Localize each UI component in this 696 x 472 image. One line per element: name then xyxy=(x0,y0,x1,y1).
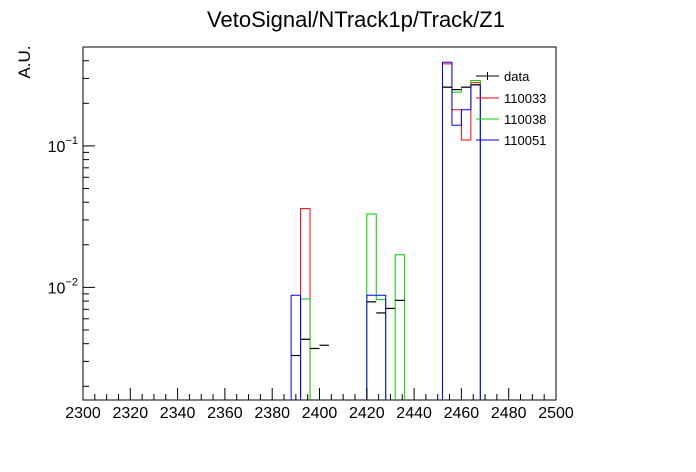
x-tick-label: 2480 xyxy=(491,405,527,422)
legend-label-110033: 110033 xyxy=(504,91,546,106)
x-tick-label: 2460 xyxy=(444,405,480,422)
legend-label-data: data xyxy=(504,69,530,84)
series-layer xyxy=(290,61,481,400)
y-tick-label: 10−2 xyxy=(48,276,78,297)
x-tick-label: 2440 xyxy=(396,405,432,422)
x-tick-label: 2300 xyxy=(65,405,101,422)
axes xyxy=(82,46,557,400)
x-tick-label: 2340 xyxy=(160,405,196,422)
x-tick-label: 2380 xyxy=(254,405,290,422)
x-tick-label: 2500 xyxy=(538,405,574,422)
y-axis-label: A.U. xyxy=(15,45,34,78)
legend: data 110033 110038 110051 xyxy=(476,69,546,148)
histogram-110038 xyxy=(300,79,481,400)
plot-frame xyxy=(82,46,557,401)
legend-label-110051: 110051 xyxy=(504,133,546,148)
tick-labels: 2300 2320 2340 2360 2380 2400 2420 2440 2460 2480… xyxy=(48,135,574,422)
histogram-110051 xyxy=(290,61,481,400)
x-tick-label: 2400 xyxy=(302,405,338,422)
plot-area xyxy=(82,46,557,401)
x-tick-label: 2420 xyxy=(349,405,385,422)
x-tick-label: 2320 xyxy=(113,405,149,422)
y-tick-label: 10−1 xyxy=(48,135,78,156)
chart-title: VetoSignal/NTrack1p/Track/Z1 xyxy=(207,7,505,32)
x-tick-label: 2360 xyxy=(207,405,243,422)
histogram-110033 xyxy=(300,63,481,400)
legend-label-110038: 110038 xyxy=(504,112,546,127)
